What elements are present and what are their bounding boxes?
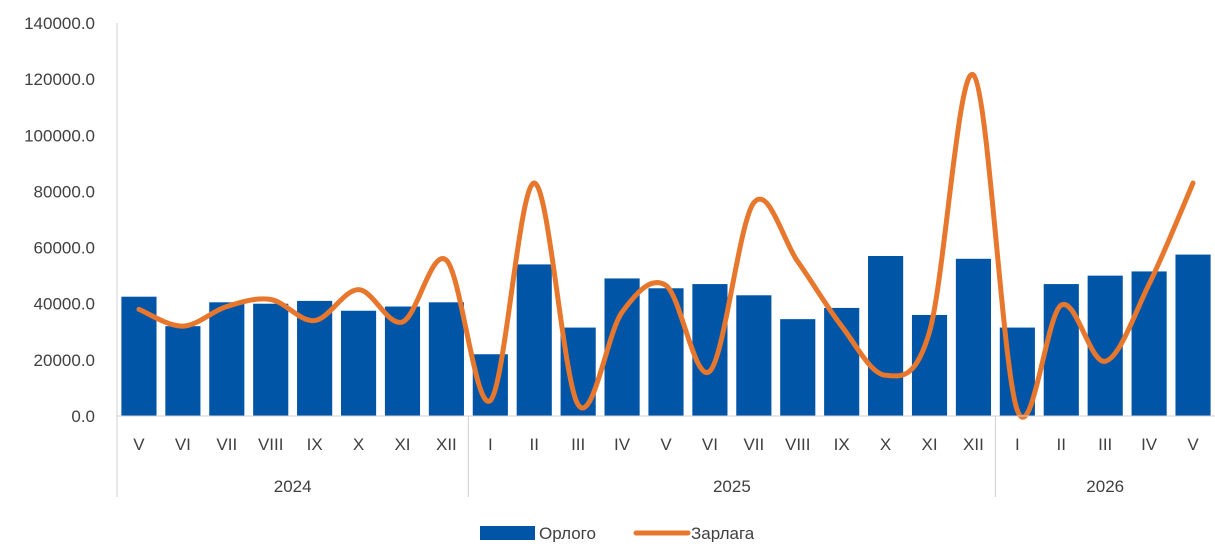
bar: [692, 284, 728, 416]
y-tick-label: 60000.0: [34, 239, 95, 258]
legend-label: Орлого: [539, 524, 596, 542]
bar: [340, 310, 377, 416]
x-group-label: 2024: [274, 477, 312, 496]
x-tick-label: IV: [1141, 435, 1158, 454]
y-axis-ticks: 0.0 20000.0 40000.0 60000.0 80000.0 100000.0 1…: [24, 14, 95, 426]
x-tick-label: XII: [963, 435, 984, 454]
bar: [165, 326, 201, 416]
bar: [1087, 275, 1123, 416]
x-tick-label: IV: [614, 435, 631, 454]
y-tick-label: 20000.0: [34, 351, 95, 370]
bar: [736, 295, 772, 416]
y-tick-label: 120000.0: [24, 70, 95, 89]
x-tick-label: I: [1015, 435, 1020, 454]
bar: [384, 306, 421, 416]
x-tick-label: V: [660, 435, 672, 454]
bar: [780, 319, 816, 416]
bar: [428, 302, 464, 416]
x-tick-label: IX: [307, 435, 323, 454]
y-tick-label: 80000.0: [34, 182, 95, 201]
x-tick-label: III: [571, 435, 585, 454]
x-tick-label: XII: [436, 435, 457, 454]
y-tick-label: 0.0: [71, 407, 95, 426]
x-tick-label: XI: [394, 435, 410, 454]
axes: [116, 23, 1215, 417]
x-tick-label: II: [530, 435, 539, 454]
x-tick-label: III: [1098, 435, 1112, 454]
x-tick-label: XI: [921, 435, 937, 454]
bar: [516, 264, 552, 416]
x-tick-label: VII: [743, 435, 764, 454]
x-tick-label: VI: [175, 435, 191, 454]
x-tick-label: V: [133, 435, 145, 454]
bar: [1175, 254, 1211, 416]
legend: Орлого Зарлага: [480, 524, 755, 543]
y-tick-label: 140000.0: [24, 14, 95, 33]
x-tick-label: VIII: [258, 435, 284, 454]
x-tick-label: I: [488, 435, 493, 454]
x-tick-label: X: [880, 435, 891, 454]
legend-label: Зарлага: [691, 524, 755, 542]
x-group-label: 2025: [713, 477, 751, 496]
legend-swatch-bar: [480, 526, 535, 540]
y-tick-label: 40000.0: [34, 295, 95, 314]
y-tick-label: 100000.0: [24, 126, 95, 145]
x-axis-ticks: V VI VII VIII IX X XI XII I II III IV V VI VII VIII IX X X…: [116, 416, 1199, 497]
x-tick-label: V: [1187, 435, 1199, 454]
x-tick-label: II: [1057, 435, 1066, 454]
line-path: [136, 72, 1196, 420]
x-tick-label: X: [353, 435, 364, 454]
x-tick-label: VII: [216, 435, 237, 454]
x-tick-label: VIII: [785, 435, 811, 454]
bar: [955, 258, 992, 416]
x-tick-label: VI: [702, 435, 718, 454]
x-group-label: 2026: [1086, 477, 1124, 496]
bar: [1131, 271, 1167, 416]
x-tick-label: IX: [834, 435, 850, 454]
bar: [868, 255, 904, 416]
bar: [209, 302, 245, 416]
line-series: [136, 72, 1196, 420]
bar: [253, 303, 289, 416]
